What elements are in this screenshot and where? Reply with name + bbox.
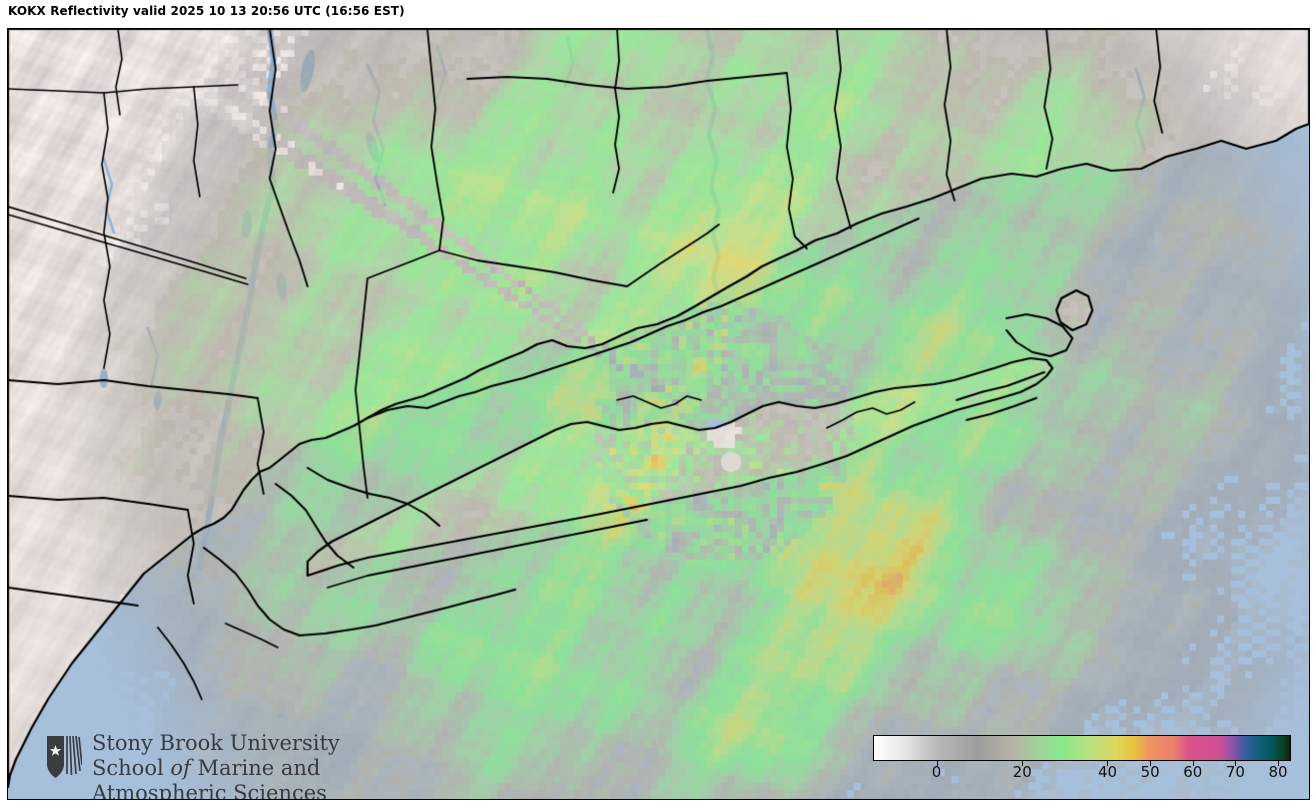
colorbar-gradient	[873, 735, 1291, 761]
shield-icon	[47, 735, 82, 778]
colorbar-tick-label: 70	[1225, 763, 1245, 781]
logo-line-2: School of Marine and	[92, 756, 340, 781]
reflectivity-colorbar: 0 20 40 50 60 70 80	[873, 735, 1291, 781]
logo-line-3: Atmospheric Sciences	[92, 781, 327, 800]
logo-line-1: Stony Brook University	[92, 731, 340, 755]
page-title: KOKX Reflectivity valid 2025 10 13 20:56…	[8, 4, 405, 18]
colorbar-tick-label: 40	[1097, 763, 1118, 781]
colorbar-tick-label: 60	[1183, 763, 1203, 781]
colorbar-tick	[1022, 761, 1024, 766]
stony-brook-logo: Stony Brook University School of Marine …	[46, 731, 340, 800]
colorbar-tick	[1192, 761, 1194, 766]
colorbar-tick	[1278, 761, 1280, 766]
colorbar-tick-labels: 0 20 40 50 60 70 80	[873, 761, 1291, 783]
logo-text: Stony Brook University School of Marine …	[92, 731, 340, 800]
colorbar-tick	[1107, 761, 1109, 766]
radar-map-canvas[interactable]	[8, 29, 1309, 799]
logo-line-2-c: Marine and	[190, 756, 321, 780]
colorbar-tick-label: 80	[1268, 763, 1288, 781]
logo-line-2-a: School	[92, 756, 171, 780]
radar-site-marker	[721, 452, 741, 472]
radar-map[interactable]: Stony Brook University School of Marine …	[7, 28, 1310, 800]
colorbar-tick	[1235, 761, 1237, 766]
colorbar-tick-label: 20	[1012, 763, 1032, 781]
colorbar-tick	[936, 761, 938, 766]
colorbar-tick-label: 0	[931, 763, 942, 781]
colorbar-tick	[1150, 761, 1152, 766]
colorbar-tick-label: 50	[1140, 763, 1160, 781]
logo-line-2-b: of	[170, 756, 191, 780]
